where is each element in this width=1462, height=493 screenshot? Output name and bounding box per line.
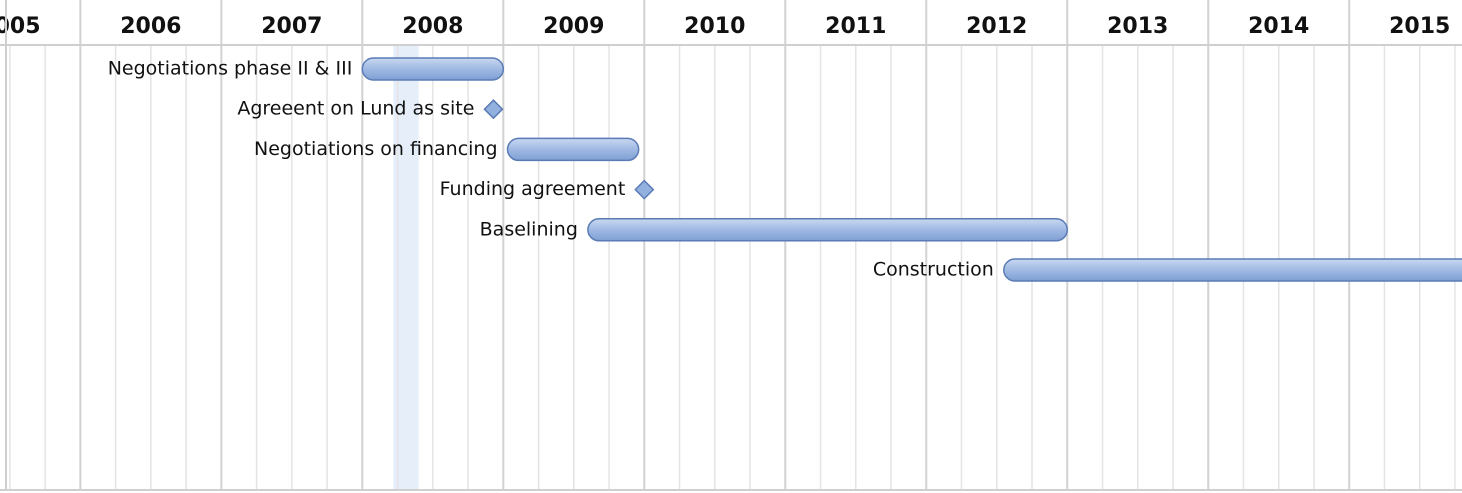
task-bar bbox=[506, 137, 640, 162]
task-bar bbox=[361, 57, 505, 81]
x-tick-label: 2008 bbox=[402, 14, 463, 39]
x-tick-label: 2013 bbox=[1107, 14, 1168, 39]
task-label: Construction bbox=[873, 259, 994, 281]
x-tick-label: 2011 bbox=[825, 14, 886, 39]
x-tick-label: 2015 bbox=[1389, 14, 1450, 39]
x-tick-label: 2009 bbox=[543, 14, 604, 39]
task-label: Agreeent on Lund as site bbox=[237, 98, 474, 120]
task-bar bbox=[1003, 258, 1462, 282]
x-tick-label: 2014 bbox=[1248, 14, 1309, 39]
x-tick-label: 2010 bbox=[684, 14, 745, 39]
x-tick-label: 2012 bbox=[966, 14, 1027, 39]
task-label: Baselining bbox=[480, 218, 578, 240]
task-bar bbox=[587, 218, 1068, 242]
task-label: Funding agreement bbox=[440, 178, 626, 200]
milestone bbox=[634, 179, 655, 200]
milestone bbox=[483, 99, 504, 120]
x-tick-label: 2007 bbox=[261, 14, 322, 39]
task-label: Negotiations on financing bbox=[254, 138, 498, 160]
x-tick-label: 2006 bbox=[120, 14, 181, 39]
task-label: Negotiations phase II & III bbox=[108, 58, 353, 80]
